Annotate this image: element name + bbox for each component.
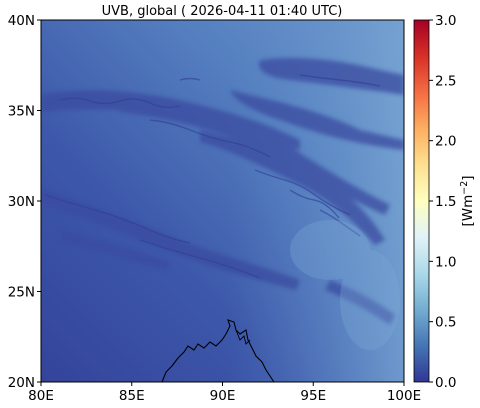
coastline-inlet <box>235 329 251 345</box>
y-axis: 20N 25N 30N 35N 40N <box>8 13 41 391</box>
y-tick-label: 20N <box>8 375 35 391</box>
colorbar-tick-label: 1.5 <box>435 194 456 210</box>
colorbar-tick-label: 1.0 <box>435 254 456 270</box>
colorbar-gradient <box>413 19 430 383</box>
cloud-speckles <box>44 74 381 279</box>
x-tick-label: 85E <box>119 388 145 404</box>
colorbar-tick-label: 3.0 <box>435 13 456 29</box>
colorbar-tick-label: 0.5 <box>435 315 456 331</box>
y-tick-label: 25N <box>8 285 35 301</box>
y-tick-label: 35N <box>8 104 35 120</box>
x-axis: 80E 85E 90E 95E 100E <box>28 382 421 404</box>
colorbar: 0.0 0.5 1.0 1.5 2.0 2.5 3.0 [Wm−2] <box>413 13 477 391</box>
x-tick-label: 90E <box>210 388 236 404</box>
colorbar-label: [Wm−2] <box>459 175 477 226</box>
uvb-field <box>41 20 404 382</box>
x-tick-label: 80E <box>28 388 54 404</box>
cloud-bands <box>41 58 404 325</box>
y-tick-label: 40N <box>8 13 35 29</box>
map-title: UVB, global ( 2026-04-11 01:40 UTC) <box>102 4 343 19</box>
x-tick-label: 95E <box>300 388 326 404</box>
coastline <box>161 319 275 382</box>
y-tick-label: 30N <box>8 194 35 210</box>
colorbar-tick-label: 2.0 <box>435 134 456 150</box>
x-tick-label: 100E <box>387 388 421 404</box>
bright-patches <box>290 220 400 350</box>
colorbar-tick-label: 0.0 <box>435 375 456 391</box>
colorbar-tick-label: 2.5 <box>435 73 456 89</box>
colorbar-label-exponent: −2 <box>459 181 470 195</box>
colorbar-ticks: 0.0 0.5 1.0 1.5 2.0 2.5 3.0 <box>429 13 456 391</box>
